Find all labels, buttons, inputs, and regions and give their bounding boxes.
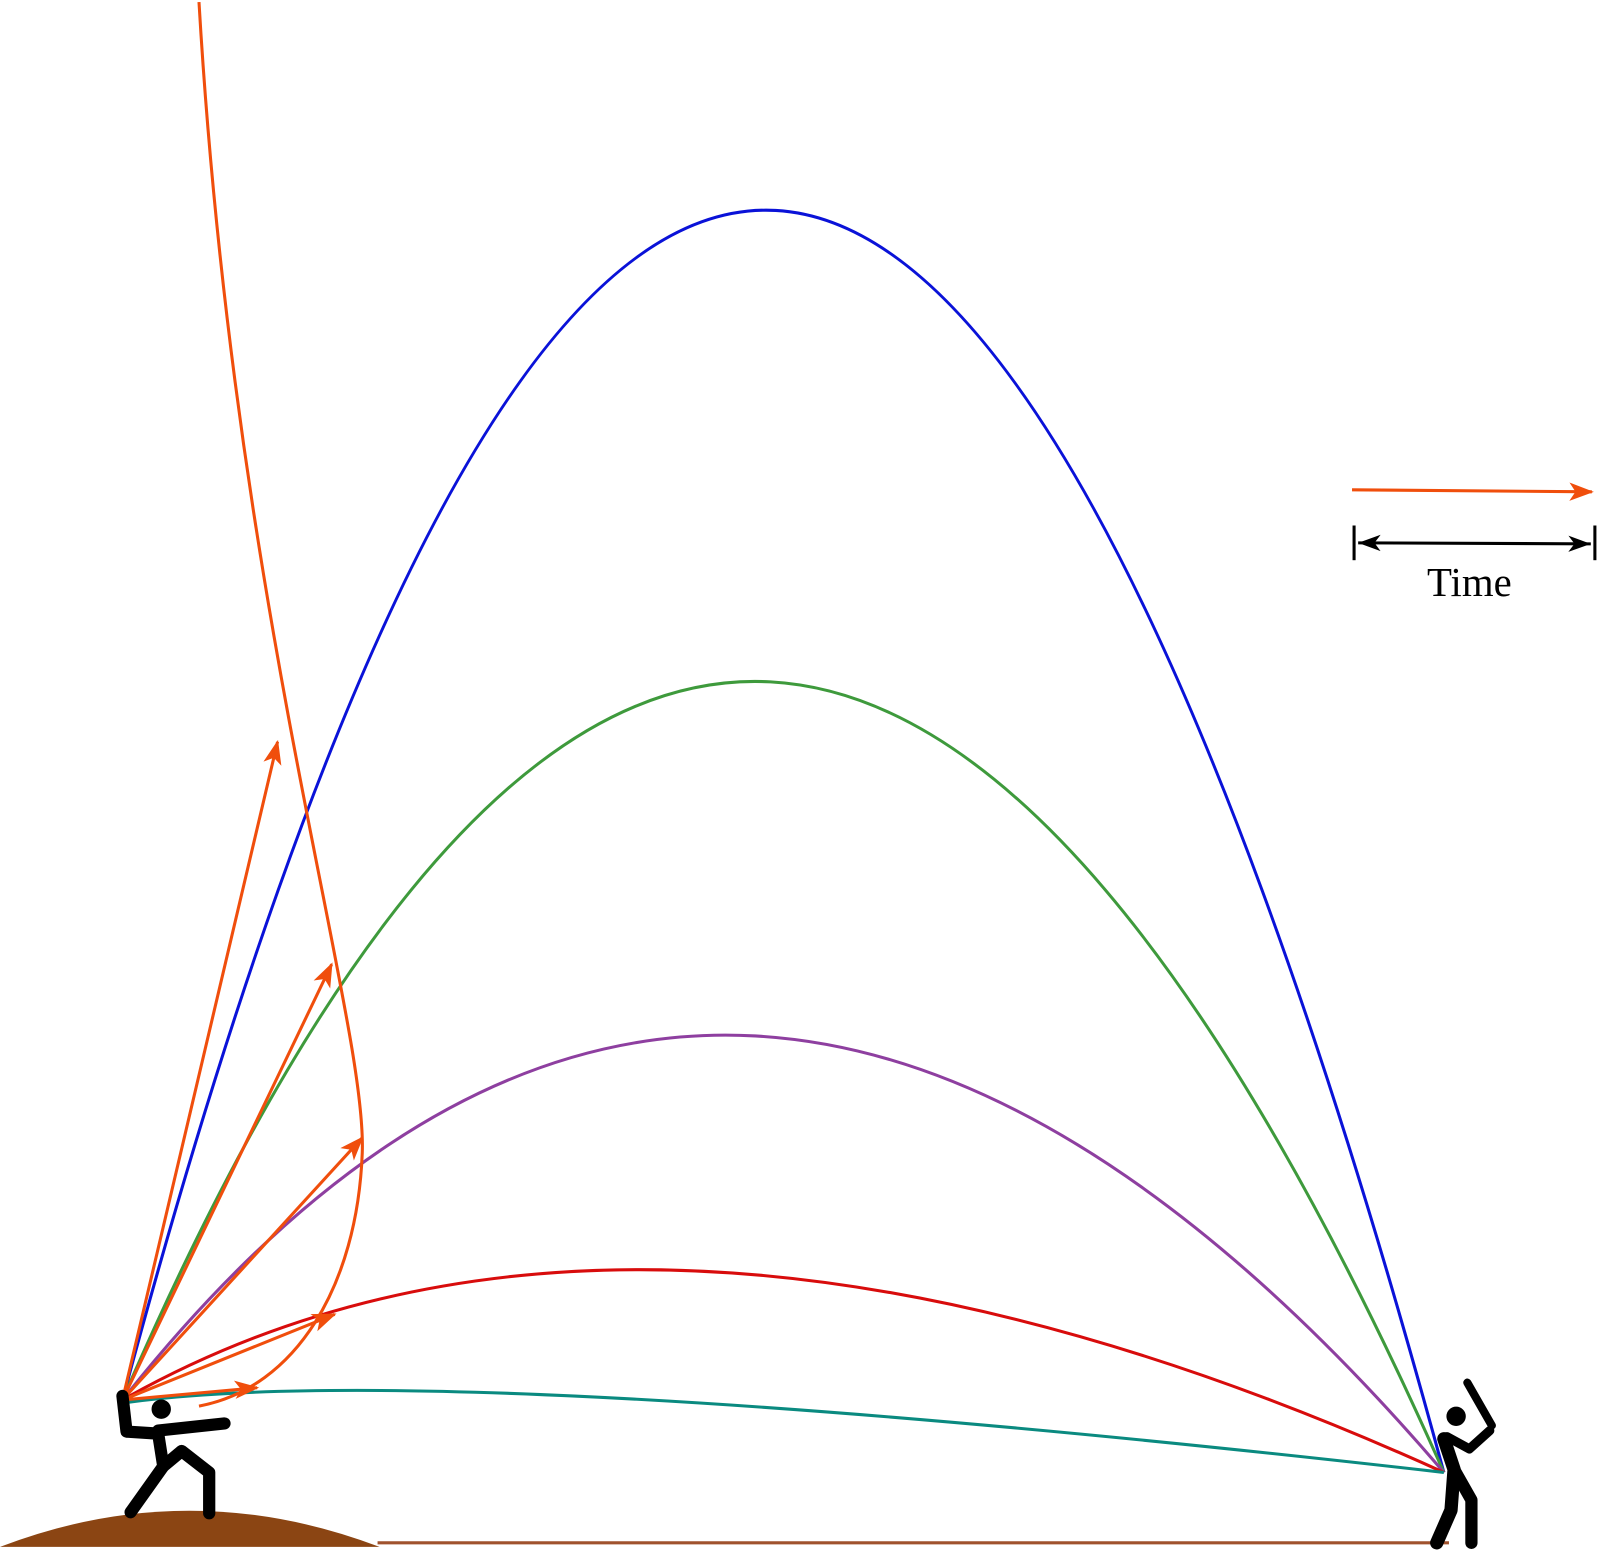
trajectory-teal xyxy=(122,1388,1445,1474)
time-label: Time xyxy=(1427,560,1512,605)
velocity-arrow xyxy=(121,1136,364,1402)
velocity-arrows xyxy=(120,739,364,1402)
velocity-arrow xyxy=(120,739,282,1401)
trajectory-blue xyxy=(120,208,1446,1473)
velocity-arrow xyxy=(122,1380,260,1402)
pitcher xyxy=(116,1389,231,1520)
trajectory-green xyxy=(121,680,1446,1474)
velocity-curve xyxy=(197,1,364,1408)
trajectory-red xyxy=(121,1268,1445,1474)
legend-arrow xyxy=(1352,482,1594,501)
trajectory-purple xyxy=(121,1033,1446,1474)
batter xyxy=(1430,1378,1496,1550)
mound xyxy=(0,1510,380,1547)
velocity-arrow xyxy=(121,1312,337,1402)
velocity-arrow xyxy=(121,962,334,1401)
time-bracket xyxy=(1352,525,1597,561)
